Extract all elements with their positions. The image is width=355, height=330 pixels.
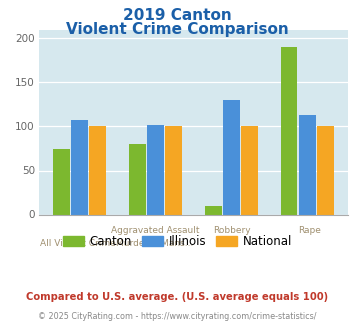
Text: Murder & Mans...: Murder & Mans... bbox=[116, 239, 193, 248]
Bar bbox=[165, 126, 182, 214]
Text: Violent Crime Comparison: Violent Crime Comparison bbox=[66, 22, 289, 37]
Text: Compared to U.S. average. (U.S. average equals 100): Compared to U.S. average. (U.S. average … bbox=[26, 292, 329, 302]
Text: Robbery: Robbery bbox=[213, 226, 251, 235]
Bar bbox=[71, 120, 88, 214]
Bar bbox=[299, 115, 316, 214]
Bar bbox=[241, 126, 258, 214]
Text: All Violent Crime: All Violent Crime bbox=[40, 239, 115, 248]
Text: Rape: Rape bbox=[298, 226, 321, 235]
Legend: Canton, Illinois, National: Canton, Illinois, National bbox=[58, 231, 297, 253]
Bar bbox=[205, 206, 222, 214]
Bar bbox=[280, 47, 297, 214]
Bar bbox=[53, 148, 70, 214]
Text: 2019 Canton: 2019 Canton bbox=[123, 8, 232, 23]
Bar bbox=[129, 144, 146, 214]
Text: © 2025 CityRating.com - https://www.cityrating.com/crime-statistics/: © 2025 CityRating.com - https://www.city… bbox=[38, 312, 317, 321]
Text: Aggravated Assault: Aggravated Assault bbox=[111, 226, 199, 235]
Bar bbox=[89, 126, 106, 214]
Bar bbox=[223, 100, 240, 214]
Bar bbox=[147, 125, 164, 214]
Bar bbox=[317, 126, 334, 214]
